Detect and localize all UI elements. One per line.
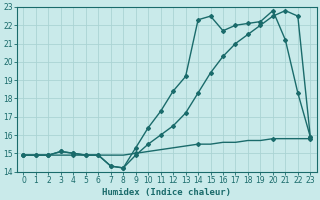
X-axis label: Humidex (Indice chaleur): Humidex (Indice chaleur) [102, 188, 231, 197]
